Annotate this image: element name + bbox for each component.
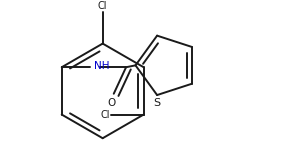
Text: Cl: Cl (100, 110, 110, 120)
Text: NH: NH (94, 61, 110, 71)
Text: O: O (108, 97, 116, 108)
Text: S: S (154, 98, 161, 108)
Text: Cl: Cl (98, 1, 107, 11)
